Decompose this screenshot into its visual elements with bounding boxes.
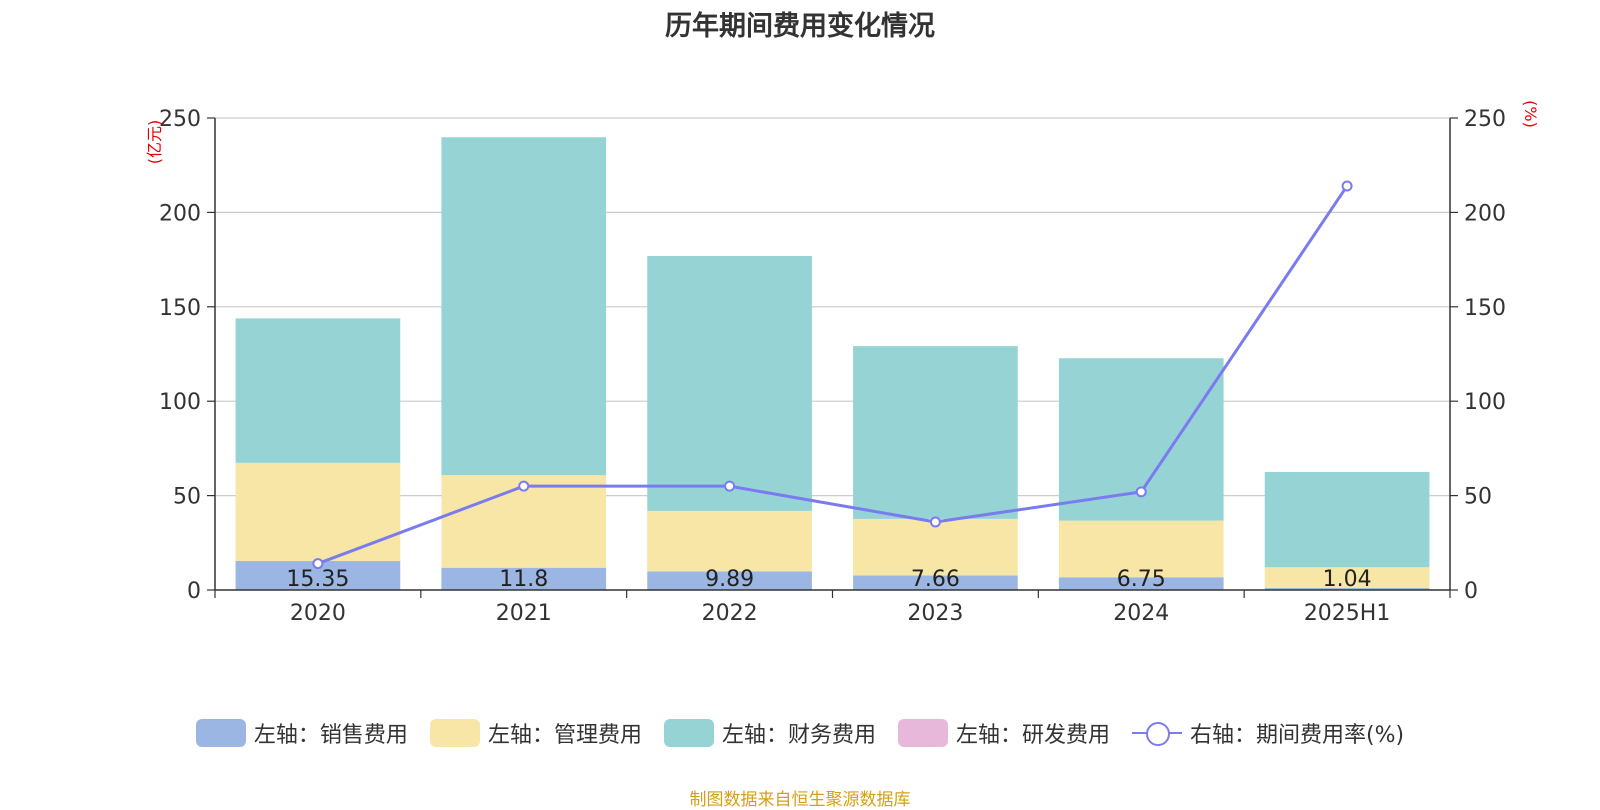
grid-lines bbox=[215, 117, 1450, 497]
legend-label-rnd: 左轴：研发费用 bbox=[955, 723, 1110, 748]
legend-label-admin: 左轴：管理费用 bbox=[487, 723, 642, 748]
bar-segment bbox=[647, 571, 812, 590]
legend-swatch-rnd bbox=[897, 719, 948, 747]
rate-point bbox=[518, 480, 530, 492]
x-tick-label: 2023 bbox=[907, 601, 963, 626]
bar-segment bbox=[853, 575, 1018, 590]
bar-segment bbox=[235, 318, 401, 463]
bar-segment bbox=[1058, 577, 1224, 590]
x-tick-label: 2024 bbox=[1113, 601, 1169, 626]
right-tick-label: 150 bbox=[1464, 296, 1506, 321]
bar-segment bbox=[1264, 471, 1430, 568]
chart-canvas: 0 50 100 150 200 250 0 50 100 150 200 250 2020 2021 20… bbox=[145, 100, 1540, 626]
legend-item-rnd[interactable]: 左轴：研发费用 bbox=[897, 717, 1110, 749]
axes: 0 50 100 150 200 250 0 50 100 150 200 250 2020 2021 20… bbox=[159, 107, 1506, 626]
right-tick-label: 100 bbox=[1464, 390, 1506, 415]
legend-swatch-finance bbox=[663, 719, 714, 747]
legend-item-finance[interactable]: 左轴：财务费用 bbox=[663, 717, 876, 749]
bar-data-label: 15.35 bbox=[286, 567, 349, 592]
legend-swatch-sales bbox=[195, 719, 246, 747]
right-tick-label: 250 bbox=[1464, 107, 1506, 132]
left-tick-label: 50 bbox=[173, 485, 201, 510]
rate-point bbox=[312, 558, 324, 570]
bar-data-label: 11.8 bbox=[499, 567, 548, 592]
rate-point bbox=[929, 516, 941, 528]
bar-segment bbox=[441, 567, 607, 590]
bar-segment bbox=[1058, 520, 1224, 578]
rate-point bbox=[1341, 180, 1353, 192]
left-tick-label: 200 bbox=[159, 201, 201, 226]
bar-data-label: 7.66 bbox=[911, 567, 960, 592]
legend-item-admin[interactable]: 左轴：管理费用 bbox=[429, 717, 642, 749]
x-tick-label: 2025H1 bbox=[1304, 601, 1391, 626]
bar-data-label: 9.89 bbox=[705, 567, 754, 592]
legend-swatch-rate bbox=[1131, 719, 1182, 747]
left-tick-label: 100 bbox=[159, 390, 201, 415]
rate-line-path bbox=[317, 185, 1349, 565]
left-tick-label: 250 bbox=[159, 107, 201, 132]
x-tick-label: 2020 bbox=[290, 601, 346, 626]
right-axis-unit: (%) bbox=[1521, 100, 1540, 128]
right-tick-label: 200 bbox=[1464, 201, 1506, 226]
bar-segment bbox=[441, 137, 607, 476]
rate-line bbox=[312, 180, 1353, 570]
left-tick-label: 150 bbox=[159, 296, 201, 321]
data-labels: 15.35 11.8 9.89 7.66 6.75 1.04 bbox=[286, 567, 1371, 592]
bar-segment bbox=[647, 510, 812, 572]
legend-item-rate[interactable]: 右轴：期间费用率(%) bbox=[1131, 717, 1405, 749]
bars bbox=[235, 137, 1430, 590]
left-axis-unit: (亿元) bbox=[145, 120, 164, 165]
bar-segment bbox=[1264, 567, 1430, 589]
legend: 左轴：销售费用 左轴：管理费用 左轴：财务费用 左轴：研发费用 右轴：期间费用率… bbox=[0, 717, 1600, 749]
bar-segment bbox=[647, 256, 812, 511]
right-tick-label: 50 bbox=[1464, 485, 1492, 510]
bar-segment bbox=[1264, 588, 1430, 590]
bar-data-label: 6.75 bbox=[1117, 567, 1166, 592]
x-tick-label: 2022 bbox=[702, 601, 758, 626]
bar-data-label: 1.04 bbox=[1323, 567, 1372, 592]
rate-point bbox=[1135, 486, 1147, 498]
legend-swatch-admin bbox=[429, 719, 480, 747]
rate-point bbox=[724, 480, 736, 492]
legend-label-sales: 左轴：销售费用 bbox=[253, 723, 408, 748]
legend-label-rate: 右轴：期间费用率(%) bbox=[1189, 723, 1405, 748]
bar-segment bbox=[853, 518, 1018, 576]
source-note: 制图数据来自恒生聚源数据库 bbox=[689, 790, 911, 810]
left-tick-label: 0 bbox=[187, 579, 201, 604]
bar-segment bbox=[853, 346, 1018, 519]
legend-item-sales[interactable]: 左轴：销售费用 bbox=[195, 717, 408, 749]
bar-segment bbox=[235, 462, 401, 562]
legend-label-finance: 左轴：财务费用 bbox=[721, 723, 876, 748]
right-tick-label: 0 bbox=[1464, 579, 1478, 604]
chart-title: 历年期间费用变化情况 bbox=[665, 11, 935, 42]
x-tick-label: 2021 bbox=[496, 601, 552, 626]
